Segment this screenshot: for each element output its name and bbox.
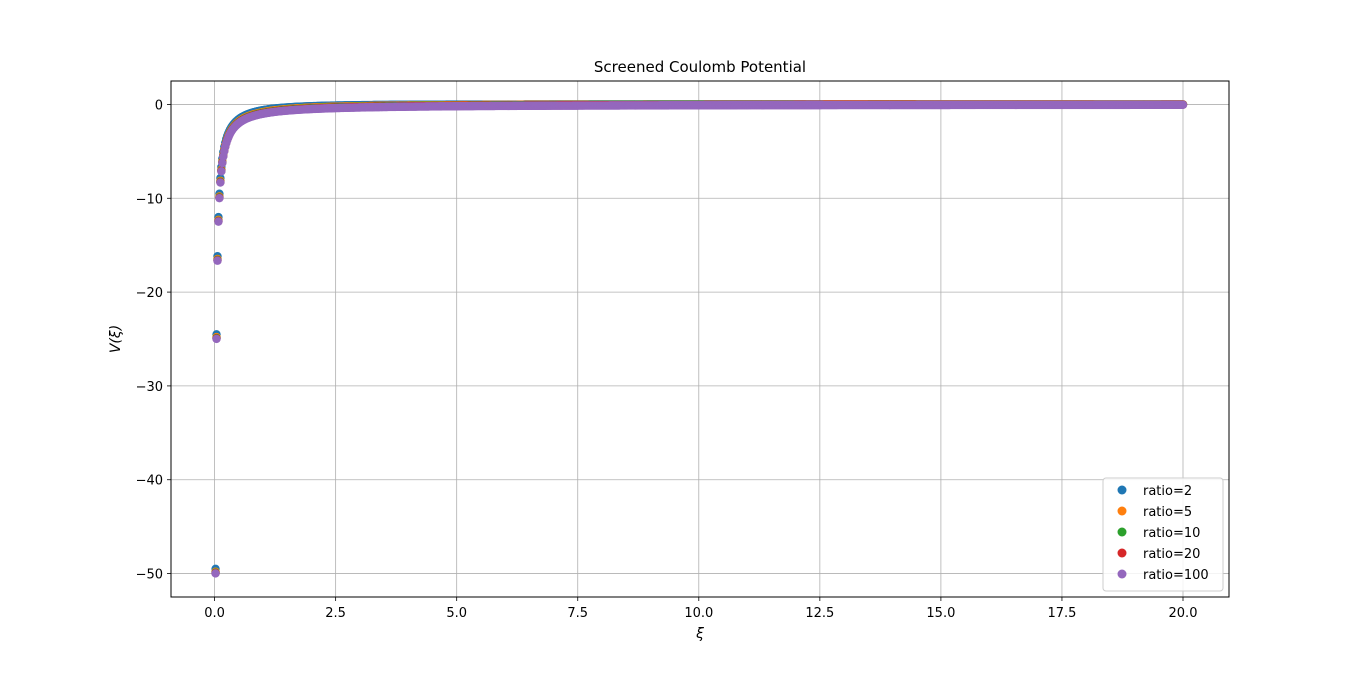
data-point xyxy=(212,335,220,343)
chart-title: Screened Coulomb Potential xyxy=(594,58,806,76)
data-point xyxy=(214,217,222,225)
data-point xyxy=(216,178,224,186)
data-point xyxy=(213,257,221,265)
data-point xyxy=(211,569,219,577)
data-point xyxy=(215,194,223,202)
data-point xyxy=(217,167,225,175)
